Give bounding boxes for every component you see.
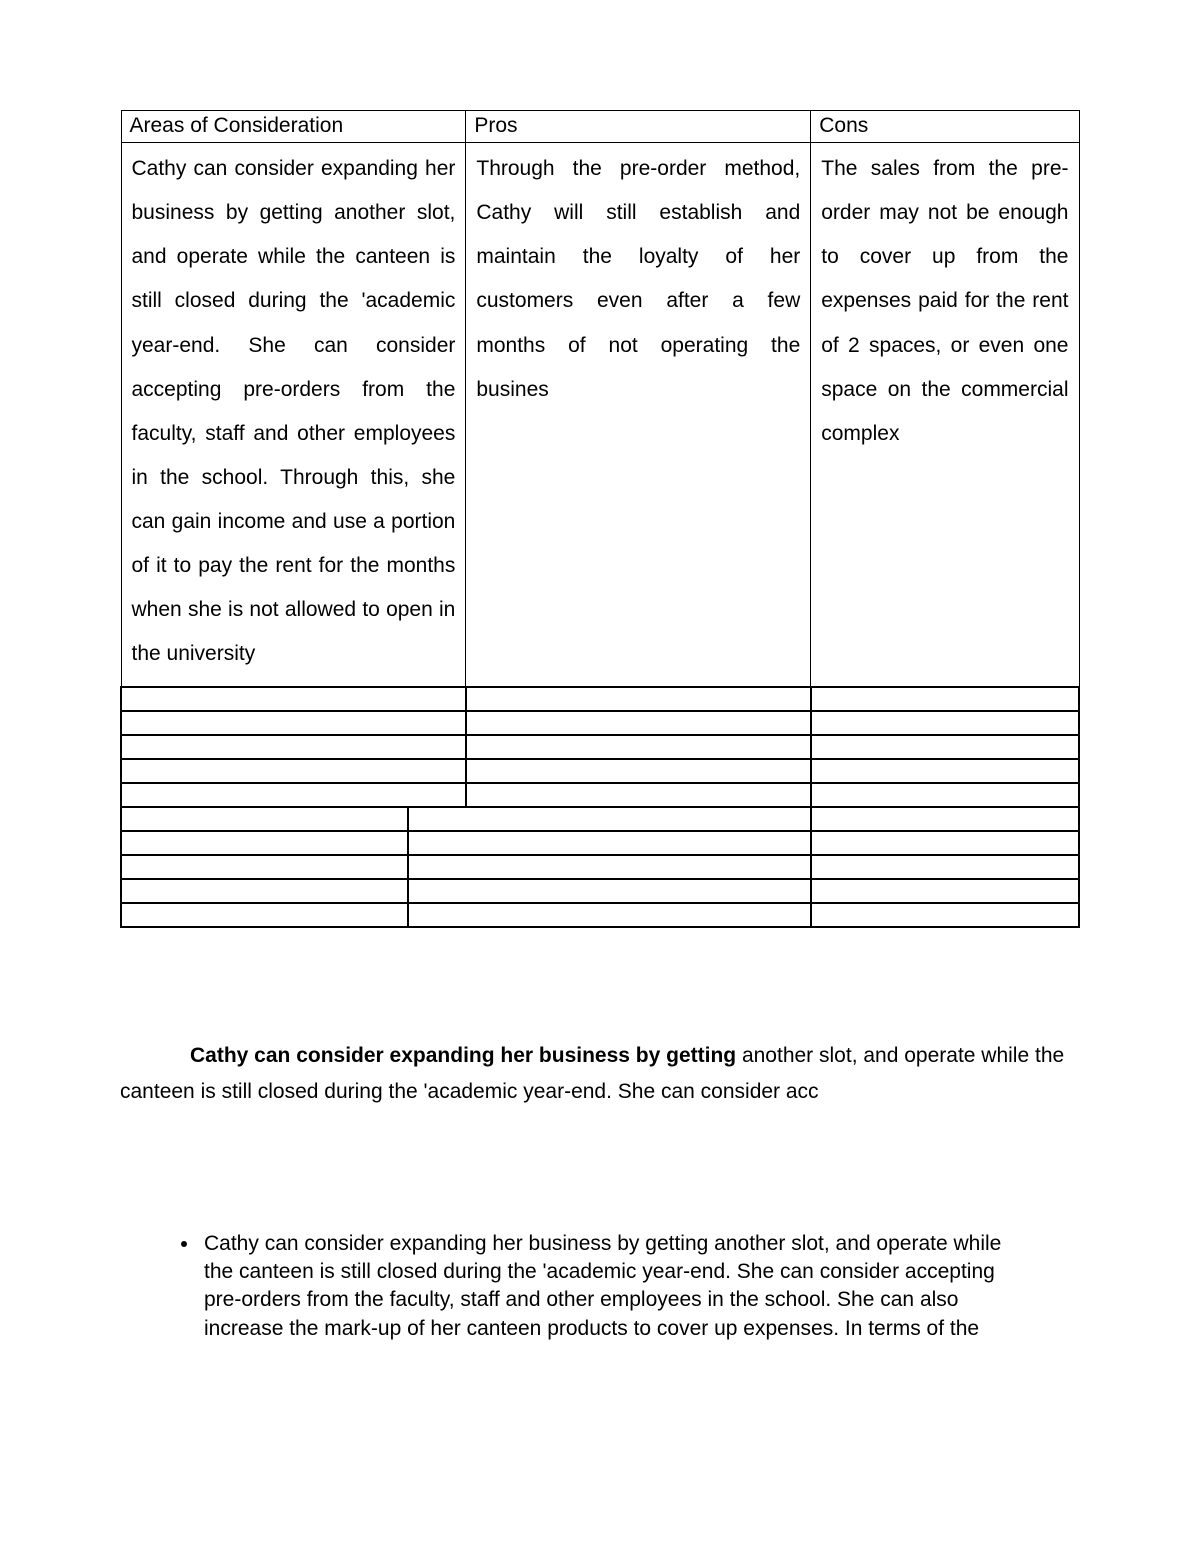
summary-paragraph: Cathy can consider expanding her busines… xyxy=(120,1038,1080,1109)
table-header-row: Areas of Consideration Pros Cons xyxy=(121,111,1079,143)
considerations-table: Areas of Consideration Pros Cons Cathy c… xyxy=(120,110,1080,808)
considerations-table-extra xyxy=(120,808,1080,928)
cell-pros: Through the pre-order method, Cathy will… xyxy=(466,143,811,688)
empty-row xyxy=(121,759,1079,783)
empty-row xyxy=(121,783,1079,807)
empty-row xyxy=(121,831,1079,855)
paragraph-bold: Cathy can consider expanding her busines… xyxy=(190,1044,742,1067)
empty-row xyxy=(121,903,1079,927)
col-header-cons: Cons xyxy=(811,111,1079,143)
empty-row xyxy=(121,808,1079,831)
empty-row xyxy=(121,855,1079,879)
col-header-pros: Pros xyxy=(466,111,811,143)
empty-row xyxy=(121,735,1079,759)
document-page: Areas of Consideration Pros Cons Cathy c… xyxy=(0,0,1200,1553)
cell-cons: The sales from the pre-order may not be … xyxy=(811,143,1079,688)
empty-row xyxy=(121,711,1079,735)
cell-areas: Cathy can consider expanding her busines… xyxy=(121,143,466,688)
bullet-item: Cathy can consider expanding her busines… xyxy=(200,1230,1024,1343)
empty-row xyxy=(121,879,1079,903)
table-content-row: Cathy can consider expanding her busines… xyxy=(121,143,1079,688)
bullet-list: Cathy can consider expanding her busines… xyxy=(120,1230,1080,1343)
empty-row xyxy=(121,687,1079,711)
col-header-areas: Areas of Consideration xyxy=(121,111,466,143)
